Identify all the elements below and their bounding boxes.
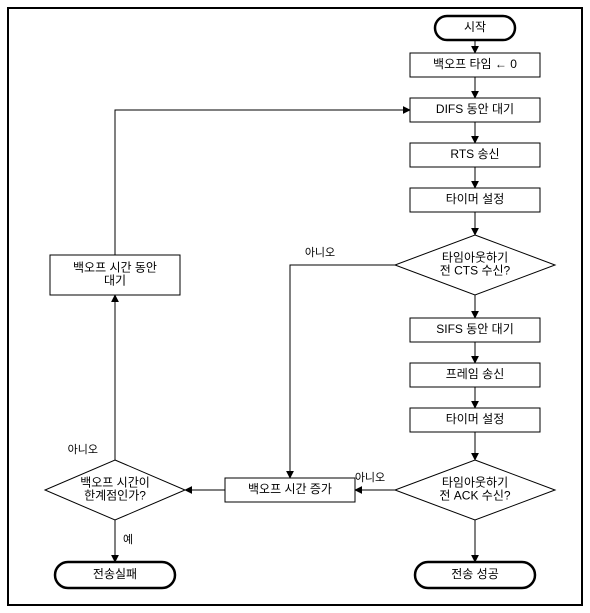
nodes: 시작백오프 타임 ← 0DIFS 동안 대기RTS 송신타이머 설정타임아웃하기… xyxy=(45,16,555,588)
node-label: 백오프 시간 동안 xyxy=(73,261,157,275)
node-label: 백오프 시간이 xyxy=(80,476,150,490)
edge-label: 아니오 xyxy=(355,471,385,484)
edge-label: 아니오 xyxy=(68,443,98,456)
edge xyxy=(290,265,395,478)
flowchart: 아니오아니오예아니오시작백오프 타임 ← 0DIFS 동안 대기RTS 송신타이… xyxy=(0,0,590,613)
node-label: 한계점인가? xyxy=(84,489,146,503)
node-label: 백오프 타임 ← 0 xyxy=(433,57,517,71)
node-label: 타임아웃하기 xyxy=(442,251,508,265)
node-label: 타이머 설정 xyxy=(446,412,505,426)
edge-label: 아니오 xyxy=(305,246,335,259)
node-label: 타임아웃하기 xyxy=(442,476,508,490)
node-label: RTS 송신 xyxy=(450,147,499,161)
node-label: 전 CTS 수신? xyxy=(440,264,511,278)
node-label: 백오프 시간 증가 xyxy=(248,482,332,496)
node-label: 전송실패 xyxy=(93,567,137,581)
node-label: 전송 성공 xyxy=(451,567,499,581)
node-label: 전 ACK 수신? xyxy=(439,489,510,503)
node-label: 대기 xyxy=(104,274,126,288)
node-label: 타이머 설정 xyxy=(446,192,505,206)
node-label: DIFS 동안 대기 xyxy=(436,102,514,116)
node-label: 프레임 송신 xyxy=(446,367,505,381)
node-label: SIFS 동안 대기 xyxy=(436,322,514,336)
node-label: 시작 xyxy=(464,20,486,34)
edge-label: 예 xyxy=(123,533,133,546)
edge xyxy=(115,110,410,255)
